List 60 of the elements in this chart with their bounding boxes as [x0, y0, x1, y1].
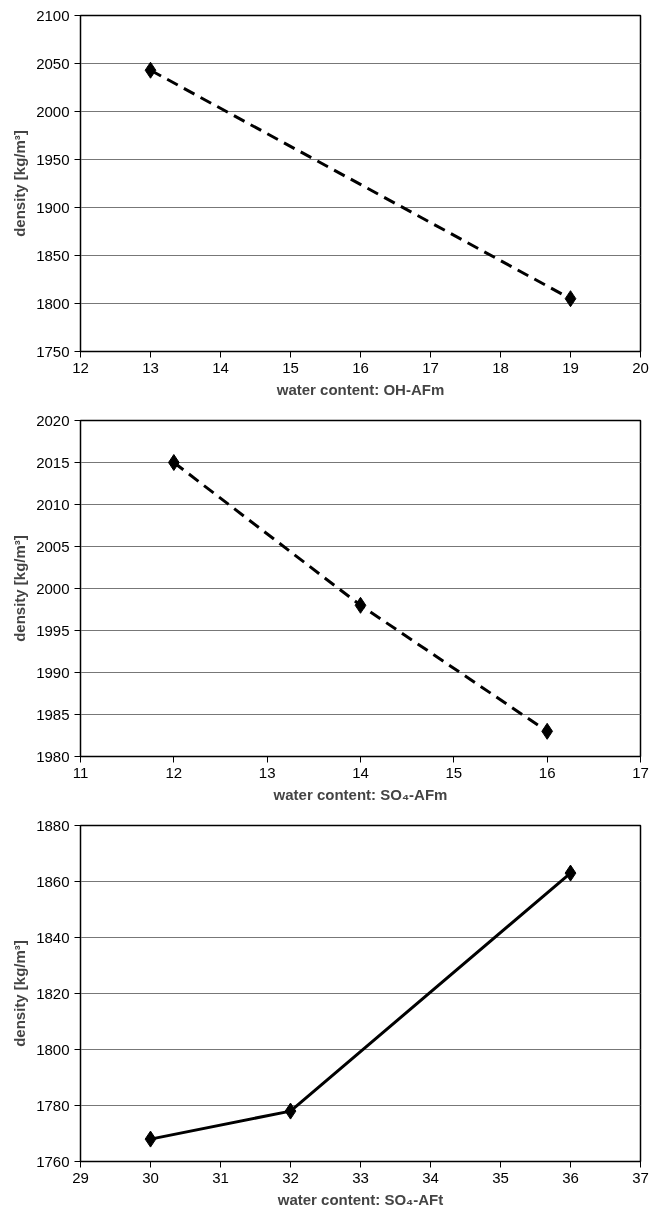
y-tick-label: 1800 — [36, 294, 70, 312]
x-tick-label: 17 — [422, 358, 439, 376]
y-tick-label: 1750 — [36, 342, 70, 360]
y-tick-label: 1990 — [36, 663, 70, 681]
x-tick-label: 29 — [72, 1168, 89, 1186]
x-tick-label: 36 — [562, 1168, 579, 1186]
x-tick-label: 35 — [492, 1168, 509, 1186]
y-tick-label: 1860 — [36, 872, 70, 890]
y-tick-label: 2000 — [36, 579, 70, 597]
x-tick-label: 32 — [282, 1168, 299, 1186]
y-tick-label: 1900 — [36, 198, 70, 216]
y-tick-label: 2050 — [36, 54, 70, 72]
y-tick-label: 2005 — [36, 537, 70, 555]
x-tick-label: 14 — [352, 763, 369, 781]
y-tick-label: 1850 — [36, 246, 70, 264]
y-tick-label: 2010 — [36, 495, 70, 513]
point — [354, 596, 367, 614]
y-tick-label: 1880 — [36, 816, 70, 834]
x-tick-label: 15 — [282, 358, 299, 376]
x-tick-label: 30 — [142, 1168, 159, 1186]
y-tick-label: 1950 — [36, 150, 70, 168]
y-axis-title: density [kg/m³] — [11, 535, 29, 642]
y-tick-label: 1985 — [36, 705, 70, 723]
point — [168, 454, 180, 471]
x-tick-label: 11 — [72, 763, 89, 781]
y-tick-label: 1840 — [36, 928, 70, 946]
x-tick-label: 37 — [632, 1168, 649, 1186]
y-tick-label: 1995 — [36, 621, 70, 639]
y-tick-label: 1800 — [36, 1040, 70, 1058]
y-tick-label: 1760 — [36, 1152, 70, 1170]
point — [284, 1102, 297, 1120]
x-tick-label: 18 — [492, 358, 509, 376]
x-tick-label: 31 — [212, 1168, 229, 1186]
y-tick-label: 2100 — [36, 6, 70, 24]
y-tick-label: 1980 — [36, 747, 70, 765]
x-tick-label: 19 — [562, 358, 579, 376]
x-tick-label: 16 — [352, 358, 369, 376]
x-axis-title: water content: SO₄-AFt — [276, 1190, 444, 1208]
x-tick-label: 15 — [445, 763, 463, 781]
point — [564, 864, 577, 882]
y-tick-label: 1780 — [36, 1096, 70, 1114]
x-tick-label: 20 — [632, 358, 649, 376]
x-tick-label: 13 — [142, 358, 159, 376]
x-axis-title: water content: OH-AFm — [275, 380, 445, 398]
x-tick-label: 12 — [165, 763, 183, 781]
y-tick-label: 2015 — [36, 453, 70, 471]
x-tick-label: 14 — [212, 358, 229, 376]
y-axis-title: density [kg/m³] — [11, 130, 29, 237]
x-tick-label: 16 — [538, 763, 556, 781]
x-tick-label: 12 — [72, 358, 89, 376]
x-tick-label: 13 — [258, 763, 276, 781]
x-tick-label: 33 — [352, 1168, 369, 1186]
x-axis-title: water content: SO₄-AFm — [272, 785, 448, 803]
y-tick-label: 2000 — [36, 102, 70, 120]
y-axis-title: density [kg/m³] — [11, 940, 29, 1047]
point — [144, 1130, 157, 1148]
x-tick-label: 17 — [632, 763, 649, 781]
y-tick-label: 2020 — [36, 411, 70, 429]
x-tick-label: 34 — [422, 1168, 439, 1186]
y-tick-label: 1820 — [36, 984, 70, 1002]
